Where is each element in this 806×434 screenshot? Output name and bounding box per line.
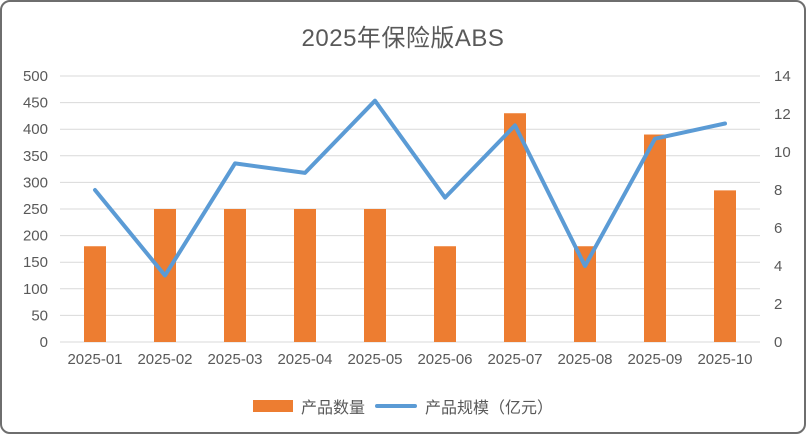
legend-item-line-series: 产品规模（亿元） [375, 394, 553, 418]
x-axis-tick-label: 2025-08 [557, 351, 612, 368]
x-axis-tick-label: 2025-06 [417, 351, 472, 368]
y-axis-left-tick-label: 250 [23, 201, 48, 218]
y-axis-left-tick-label: 400 [23, 121, 48, 138]
bar-2025-03 [224, 209, 246, 342]
y-axis-left-tick-label: 0 [40, 334, 48, 351]
bar-2025-04 [294, 209, 316, 342]
x-axis-tick-label: 2025-09 [627, 351, 682, 368]
y-axis-right-tick-label: 6 [774, 220, 782, 237]
x-axis-tick-label: 2025-02 [137, 351, 192, 368]
bar-2025-05 [364, 209, 386, 342]
y-axis-right-tick-label: 0 [774, 334, 782, 351]
y-axis-left-tick-label: 350 [23, 148, 48, 165]
x-axis-tick-label: 2025-04 [277, 351, 332, 368]
x-axis-tick-label: 2025-01 [67, 351, 122, 368]
bar-2025-06 [434, 246, 456, 342]
bar-2025-09 [644, 134, 666, 342]
y-axis-right-tick-label: 8 [774, 182, 782, 199]
chart-legend: 产品数量 产品规模（亿元） [2, 394, 804, 418]
legend-swatch-bar [252, 400, 293, 412]
y-axis-left-tick-label: 50 [31, 307, 48, 324]
y-axis-right-tick-label: 14 [774, 68, 791, 85]
bar-2025-07 [504, 113, 526, 342]
y-axis-left-tick-label: 200 [23, 228, 48, 245]
x-axis-tick-label: 2025-07 [487, 351, 542, 368]
y-axis-right-tick-label: 2 [774, 296, 782, 313]
chart-title: 2025年保险版ABS [301, 25, 505, 52]
y-axis-left-tick-label: 450 [23, 95, 48, 112]
line-series [93, 98, 727, 278]
y-axis-left-tick-label: 500 [23, 68, 48, 85]
chart-canvas: 0 50 100 150 200 250 300 350 400 450 500 0 2 4 6 8 10 12 1… [23, 68, 791, 368]
y-axis-right-tick-label: 12 [774, 106, 791, 123]
bar-2025-08 [574, 246, 596, 342]
y-axis-left-tick-label: 300 [23, 174, 48, 191]
legend-label-bar-series: 产品数量 [300, 400, 365, 417]
y-axis-right-tick-label: 4 [774, 258, 782, 275]
legend-swatch-line [375, 404, 417, 408]
bar-2025-10 [714, 190, 736, 342]
legend-item-bar-series: 产品数量 [252, 394, 365, 418]
bar-2025-01 [84, 246, 106, 342]
y-axis-left-tick-label: 100 [23, 281, 48, 298]
x-axis-tick-label: 2025-10 [697, 351, 752, 368]
y-axis-left-tick-label: 150 [23, 254, 48, 271]
legend-label-line-series: 产品规模（亿元） [425, 400, 554, 417]
x-axis-tick-label: 2025-03 [207, 351, 262, 368]
x-axis-tick-label: 2025-05 [347, 351, 402, 368]
y-axis-right-tick-label: 10 [774, 144, 791, 161]
